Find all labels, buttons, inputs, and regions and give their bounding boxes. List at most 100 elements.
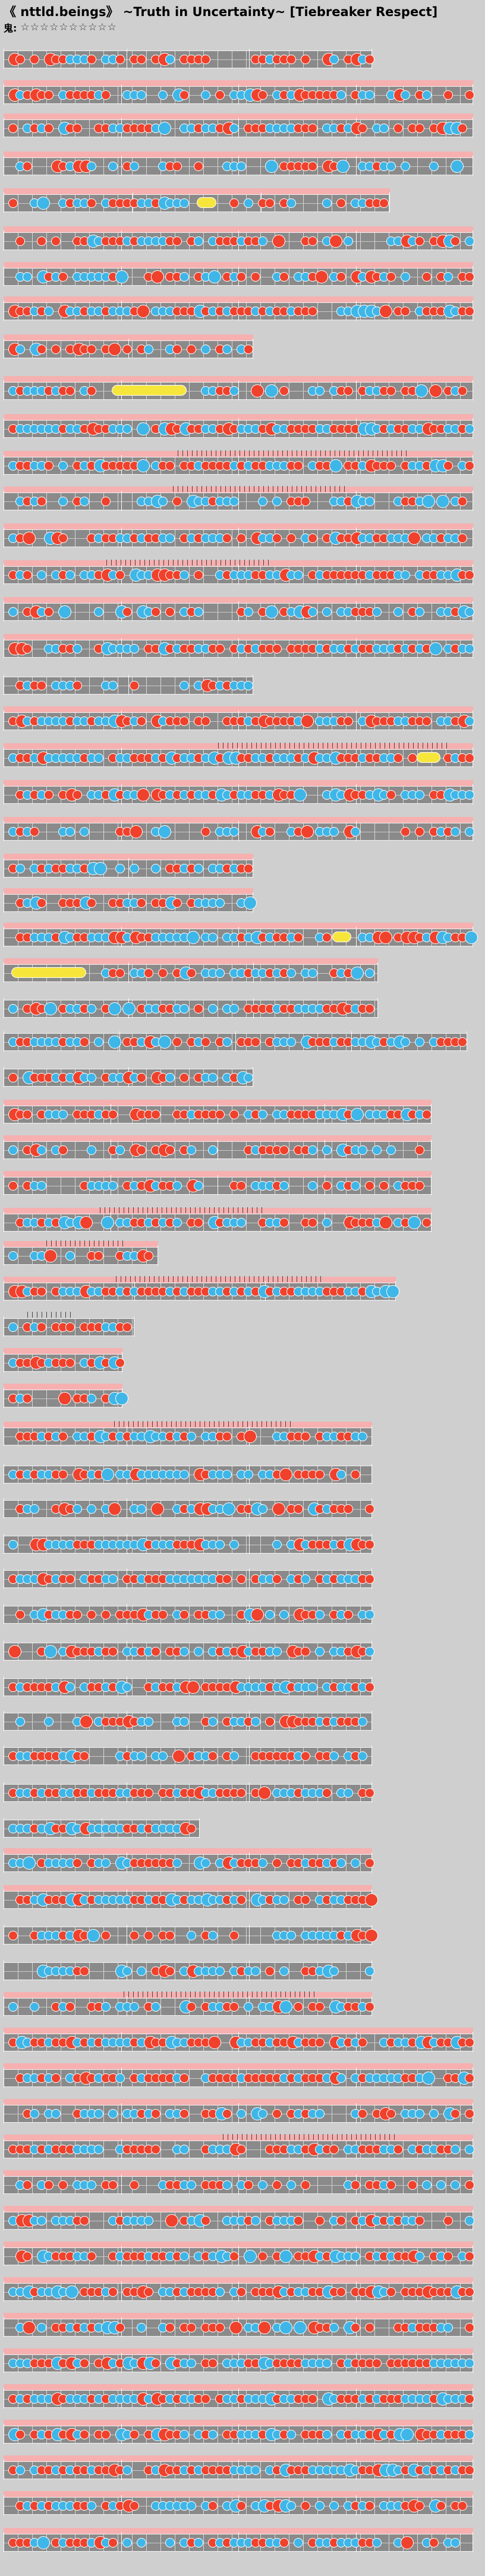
branch-tick [182, 486, 183, 492]
branch-tick [230, 1276, 231, 1282]
ka-note [244, 198, 253, 208]
don-note [80, 2430, 89, 2439]
gogo-highlight [4, 1277, 396, 1283]
don-note [415, 236, 424, 246]
ka-note [122, 424, 132, 434]
branch-tick [204, 1421, 205, 1427]
ka-note [215, 1540, 225, 1549]
don-note [465, 2180, 474, 2190]
branch-tick [130, 560, 131, 566]
gogo-highlight [4, 958, 378, 964]
barline [371, 1426, 372, 1446]
branch-tick [249, 450, 250, 456]
branch-tick [266, 1991, 267, 1997]
ka-note [365, 1966, 374, 1976]
branch-tick [122, 1240, 123, 1246]
branch-tick [51, 1312, 52, 1318]
chart-row [4, 2455, 474, 2480]
branch-tick [192, 560, 193, 566]
branch-tick [211, 1276, 212, 1282]
don-note [229, 198, 239, 208]
difficulty-row: 鬼: ☆☆☆☆☆☆☆☆☆☆ [4, 20, 117, 34]
branch-tick [233, 1991, 234, 1997]
chart-row [4, 2099, 474, 2123]
branch-tick [301, 486, 302, 492]
ka-note [187, 931, 200, 944]
branch-tick [133, 1991, 134, 1997]
don-note [144, 1931, 153, 1940]
barline [249, 1889, 250, 1909]
ka-note [215, 2287, 225, 2297]
don-note [80, 1751, 89, 1761]
don-note [172, 1750, 185, 1763]
don-note [229, 1931, 239, 1940]
don-note [208, 2359, 218, 2368]
ka-note [158, 497, 168, 506]
don-note [208, 2501, 218, 2511]
don-note [451, 2109, 460, 2119]
branch-tick [242, 1991, 243, 1997]
branch-tick [51, 1240, 52, 1246]
don-note [172, 236, 182, 246]
branch-tick [157, 1207, 158, 1213]
branch-tick [318, 743, 319, 749]
barline [371, 1711, 372, 1731]
ka-note [286, 1037, 296, 1047]
branch-tick [446, 743, 447, 749]
gogo-highlight [4, 1848, 372, 1854]
ka-note [251, 1966, 260, 1976]
ka-note [179, 1717, 189, 1726]
gogo-highlight [4, 1241, 158, 1247]
ka-note [65, 1251, 75, 1261]
branch-tick [270, 2134, 271, 2140]
don-note [30, 827, 39, 836]
ka-note [158, 122, 171, 135]
ka-note [258, 2109, 267, 2119]
ka-note [137, 1751, 146, 1761]
don-note [265, 1966, 275, 1976]
don-note [201, 716, 210, 726]
branch-tick [268, 486, 269, 492]
branch-tick [306, 486, 307, 492]
don-note [37, 1287, 46, 1296]
don-note [8, 1073, 18, 1082]
don-note [179, 2109, 189, 2119]
ka-note [279, 1181, 289, 1191]
branch-tick [244, 1276, 245, 1282]
ka-note [465, 2359, 474, 2368]
branch-tick [192, 450, 193, 456]
chart-row [4, 1991, 374, 2016]
don-note [272, 1574, 282, 1584]
ka-note [258, 497, 267, 506]
chart-row [4, 1207, 432, 1232]
don-note [222, 533, 232, 543]
don-note [58, 1470, 68, 1479]
branch-tick [185, 1991, 186, 1997]
branch-tick [185, 1207, 186, 1213]
branch-tick [206, 486, 207, 492]
don-note [386, 461, 396, 471]
don-note [301, 497, 310, 506]
branch-tick [195, 1991, 196, 1997]
ka-note [244, 607, 253, 617]
don-note [80, 1037, 89, 1047]
chart-row [4, 1818, 200, 1838]
ka-note [179, 1470, 189, 1479]
branch-tick [242, 1207, 243, 1213]
ka-note [137, 459, 150, 472]
chart-row [4, 80, 474, 105]
ka-note [401, 162, 410, 171]
chart-row [4, 151, 473, 176]
don-note [265, 198, 275, 208]
don-note [58, 1145, 68, 1155]
ka-note [351, 1181, 360, 1191]
ka-note [315, 2109, 325, 2119]
branch-tick [206, 560, 207, 566]
branch-tick [252, 1421, 253, 1427]
don-note [308, 162, 317, 171]
branch-tick [318, 2134, 319, 2140]
don-note [165, 2214, 178, 2227]
barline [249, 1782, 250, 1802]
ka-note [386, 1145, 396, 1155]
don-note [237, 272, 246, 282]
